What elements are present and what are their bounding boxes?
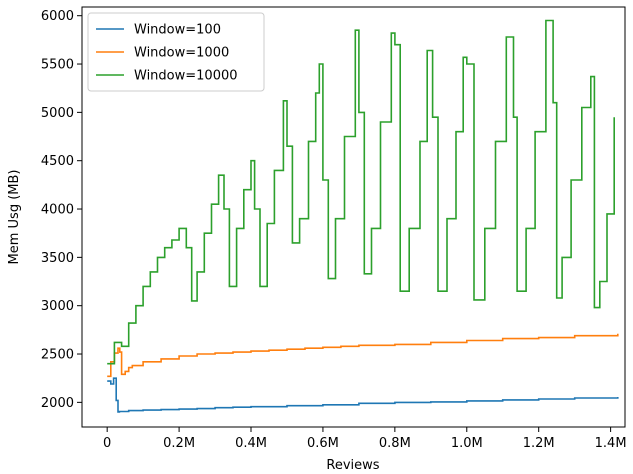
x-tick-label: 0.8M	[379, 436, 411, 451]
y-tick-label: 3000	[41, 299, 74, 314]
series-line-window-1000	[107, 333, 619, 378]
y-axis-label: Mem Usg (MB)	[7, 170, 22, 265]
x-axis: 0 0.2M 0.4M 0.6M 0.8M 1.0M 1.2M 1.4M	[103, 427, 627, 451]
legend-label: Window=100	[134, 23, 221, 38]
x-axis-label: Reviews	[326, 458, 379, 473]
y-tick-label: 2000	[41, 396, 74, 411]
x-tick-label: 0.2M	[163, 436, 195, 451]
x-tick-label: 0.4M	[235, 436, 267, 451]
x-tick-label: 0.6M	[307, 436, 339, 451]
y-tick-label: 5500	[41, 58, 74, 73]
x-tick-label: 1.2M	[523, 436, 555, 451]
x-tick-label: 0	[103, 436, 111, 451]
y-tick-label: 4500	[41, 154, 74, 169]
plot-area	[81, 6, 626, 428]
plot-frame	[81, 6, 626, 428]
y-tick-label: 2500	[41, 348, 74, 363]
y-axis: 2000 2500 3000 3500 4000 4500 5000 5500 6000	[41, 9, 82, 411]
legend-label: Window=1000	[134, 46, 229, 61]
y-tick-label: 3500	[41, 251, 74, 266]
legend-box	[87, 12, 265, 92]
x-tick-label: 1.4M	[595, 436, 627, 451]
series-line-window-10000	[107, 19, 615, 365]
x-tick-label: 1.0M	[451, 436, 483, 451]
y-tick-label: 6000	[41, 9, 74, 24]
legend: Window=100 Window=1000 Window=10000	[87, 12, 265, 92]
series-line-window-100	[107, 377, 619, 413]
y-tick-label: 4000	[41, 203, 74, 218]
legend-label: Window=10000	[134, 69, 238, 84]
y-tick-label: 5000	[41, 106, 74, 121]
series-layer	[107, 19, 619, 413]
